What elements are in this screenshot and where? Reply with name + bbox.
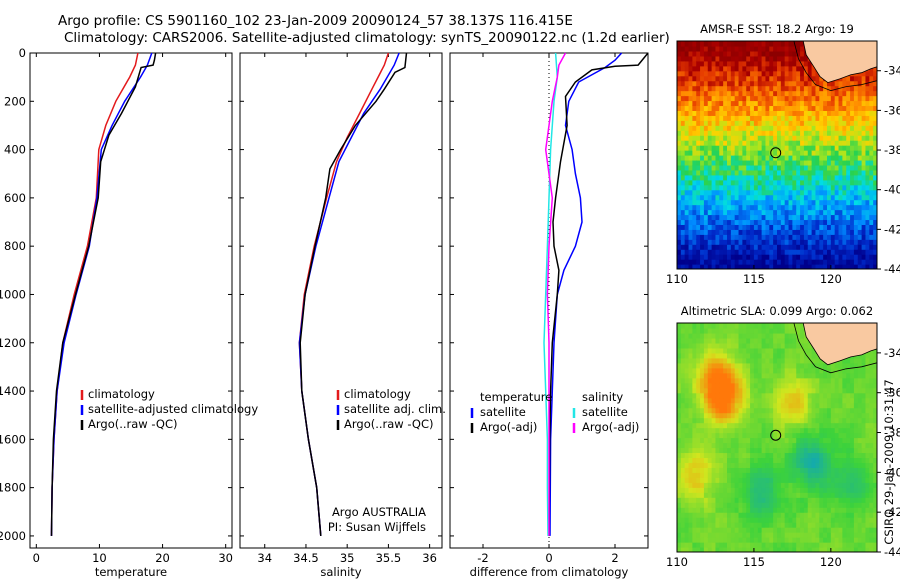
y-tick-label: 2000 [0,529,26,543]
plot-title-line2: Climatology: CARS2006. Satellite-adjuste… [64,30,670,46]
x-tick-label: 120 [820,555,842,569]
map-frame [676,40,878,270]
x-tick-label: 34.5 [293,551,319,565]
map-panel-1: 110 115 120 -44 -42 -40 -38 -36 -34 AMSR-E SST: 1… [666,22,900,286]
y-tick-label: -36 [884,103,900,117]
y-tick-label: -40 [884,183,900,197]
map-title: Altimetric SLA: 0.099 Argo: 0.062 [681,304,873,318]
plot-title-line1: Argo profile: CS 5901160_102 23-Jan-2009… [58,13,573,29]
y-tick-label: 0 [19,46,26,60]
map-field [677,323,877,552]
land-mass [802,41,877,84]
y-tick-label: 1000 [0,287,26,301]
profile-panel-2: 34 34.5 35 35.5 36 salinity climatologysatelli… [239,52,446,579]
y-tick-label: -38 [884,426,900,440]
legend-label: satellite-adjusted climatology [88,402,258,416]
legend-label: Argo(..raw -QC) [344,417,434,431]
x-tick-label: 110 [666,555,688,569]
series-line-3 [299,52,408,536]
y-tick-label: -34 [884,346,900,360]
x-tick-label: 35.5 [376,551,402,565]
x-tick-label: 110 [666,272,688,286]
x-axis-label: difference from climatology [470,565,629,579]
x-tick-label: 0 [33,551,40,565]
x-tick-label: -2 [477,551,488,565]
x-tick-label: 0 [545,551,552,565]
y-tick-label: -42 [884,222,900,236]
legend-label: Argo(-adj) [480,420,537,434]
y-tick-label: -44 [884,545,900,559]
x-axis-label: salinity [320,565,361,579]
argo-position-marker [770,147,782,159]
legend-label: Argo(..raw -QC) [88,417,178,431]
land-mass [802,323,877,366]
legend-label: satellite [480,405,526,419]
x-tick-label: 115 [743,555,765,569]
legend-label: climatology [344,387,411,401]
series-line-1 [549,52,623,536]
shelf-contour [793,323,877,374]
y-tick-label: 800 [4,239,26,253]
y-tick-label: 1600 [0,432,26,446]
map-field [677,41,877,269]
shelf-contour [793,41,877,92]
map-title: AMSR-E SST: 18.2 Argo: 19 [700,22,854,36]
y-tick-label: 600 [4,191,26,205]
x-tick-label: 34 [257,551,272,565]
x-tick-label: 35 [340,551,355,565]
y-tick-label: -42 [884,505,900,519]
legend-label: Argo(-adj) [582,420,639,434]
x-tick-label: 20 [155,551,170,565]
series-line-4 [544,52,567,536]
x-tick-label: 2 [611,551,618,565]
x-tick-label: 30 [218,551,233,565]
y-tick-label: -40 [884,465,900,479]
legend-label: satellite adj. clim. [344,402,446,416]
x-tick-label: 10 [92,551,107,565]
panel-frame [239,52,443,549]
y-tick-label: 1200 [0,336,26,350]
series-line-2 [548,52,649,536]
series-line-1 [50,52,139,536]
series-line-3 [543,52,559,536]
y-tick-label: 1400 [0,384,26,398]
credit-timestamp: CSIRO 29-Jan-2009 10:31:47 [882,379,896,544]
legend-heading: salinity [582,390,623,404]
legend-label: climatology [88,387,155,401]
series-line-2 [298,52,400,536]
legend-heading: temperature [480,390,552,404]
y-tick-label: 400 [4,143,26,157]
panel-frame [29,52,233,549]
x-tick-label: 120 [820,272,842,286]
x-axis-label: temperature [95,565,167,579]
annotation-text: PI: Susan Wijffels [328,520,426,534]
y-tick-label: 1800 [0,481,26,495]
y-tick-label: -38 [884,143,900,157]
y-tick-label: 200 [4,94,26,108]
y-tick-label: -34 [884,64,900,78]
y-tick-label: -36 [884,386,900,400]
series-line-3 [50,52,157,536]
argo-position-marker [770,429,782,441]
map-panel-2: 110 115 120 -44 -42 -40 -38 -36 -34 Altimetric SL… [666,304,900,569]
legend-label: satellite [582,405,628,419]
series-line-2 [50,52,153,536]
annotation-text: Argo AUSTRALIA [332,505,426,519]
profile-panel-1: 0 200 400 600 800 1000 1200 1400 1600 1800 2000 0 10… [0,46,258,579]
x-tick-label: 36 [422,551,437,565]
x-tick-label: 115 [743,272,765,286]
map-frame [676,322,878,553]
y-tick-label: -44 [884,262,900,276]
